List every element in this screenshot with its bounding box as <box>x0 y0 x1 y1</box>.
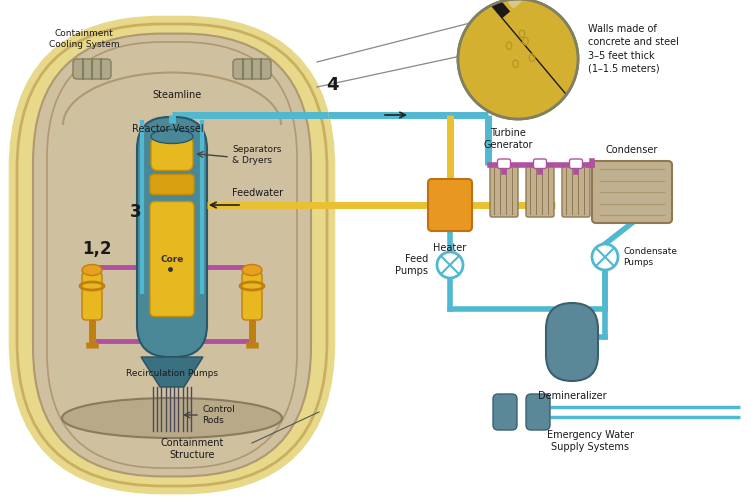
FancyBboxPatch shape <box>150 174 194 194</box>
Text: Steamline: Steamline <box>152 90 201 100</box>
Text: Separators
& Dryers: Separators & Dryers <box>232 145 282 165</box>
Text: Condensate
Pumps: Condensate Pumps <box>623 248 677 267</box>
FancyBboxPatch shape <box>233 59 271 79</box>
Ellipse shape <box>242 264 262 275</box>
FancyBboxPatch shape <box>526 165 554 217</box>
Text: 3: 3 <box>130 203 142 221</box>
FancyBboxPatch shape <box>569 159 583 168</box>
Text: Recirculation Pumps: Recirculation Pumps <box>126 368 218 378</box>
FancyBboxPatch shape <box>546 303 598 381</box>
FancyBboxPatch shape <box>592 161 672 223</box>
Circle shape <box>458 0 578 119</box>
Text: 1,2: 1,2 <box>83 240 112 258</box>
Ellipse shape <box>151 130 193 144</box>
Text: Turbine
Generator: Turbine Generator <box>483 128 532 150</box>
FancyBboxPatch shape <box>73 59 111 79</box>
Text: Feed
Pumps: Feed Pumps <box>395 254 428 276</box>
Circle shape <box>592 244 618 270</box>
FancyBboxPatch shape <box>82 272 102 320</box>
FancyBboxPatch shape <box>533 159 547 168</box>
Ellipse shape <box>62 398 282 438</box>
Text: Feedwater: Feedwater <box>232 188 283 198</box>
FancyBboxPatch shape <box>17 24 327 486</box>
FancyBboxPatch shape <box>490 165 518 217</box>
Polygon shape <box>141 357 203 387</box>
FancyBboxPatch shape <box>428 179 472 231</box>
Text: Core: Core <box>160 254 184 263</box>
Text: 4: 4 <box>326 76 338 94</box>
Text: Walls made of
concrete and steel
3–5 feet thick
(1–1.5 meters): Walls made of concrete and steel 3–5 fee… <box>588 24 679 74</box>
Circle shape <box>437 252 463 278</box>
Text: Emergency Water
Supply Systems: Emergency Water Supply Systems <box>547 430 634 452</box>
Text: Control
Rods: Control Rods <box>202 405 235 425</box>
FancyBboxPatch shape <box>137 117 207 357</box>
Text: Reactor Vessel: Reactor Vessel <box>132 124 204 134</box>
FancyBboxPatch shape <box>497 159 511 168</box>
Text: Condenser: Condenser <box>606 145 658 155</box>
FancyBboxPatch shape <box>151 137 193 170</box>
FancyBboxPatch shape <box>150 201 194 317</box>
FancyBboxPatch shape <box>526 394 550 430</box>
Text: Containment
Cooling System: Containment Cooling System <box>49 29 119 49</box>
Text: Containment
Structure: Containment Structure <box>160 438 224 460</box>
Ellipse shape <box>82 264 102 275</box>
FancyBboxPatch shape <box>562 165 590 217</box>
Text: Heater: Heater <box>433 243 466 253</box>
FancyBboxPatch shape <box>493 394 517 430</box>
FancyBboxPatch shape <box>33 34 311 477</box>
FancyBboxPatch shape <box>242 272 262 320</box>
Text: Demineralizer: Demineralizer <box>538 391 606 401</box>
